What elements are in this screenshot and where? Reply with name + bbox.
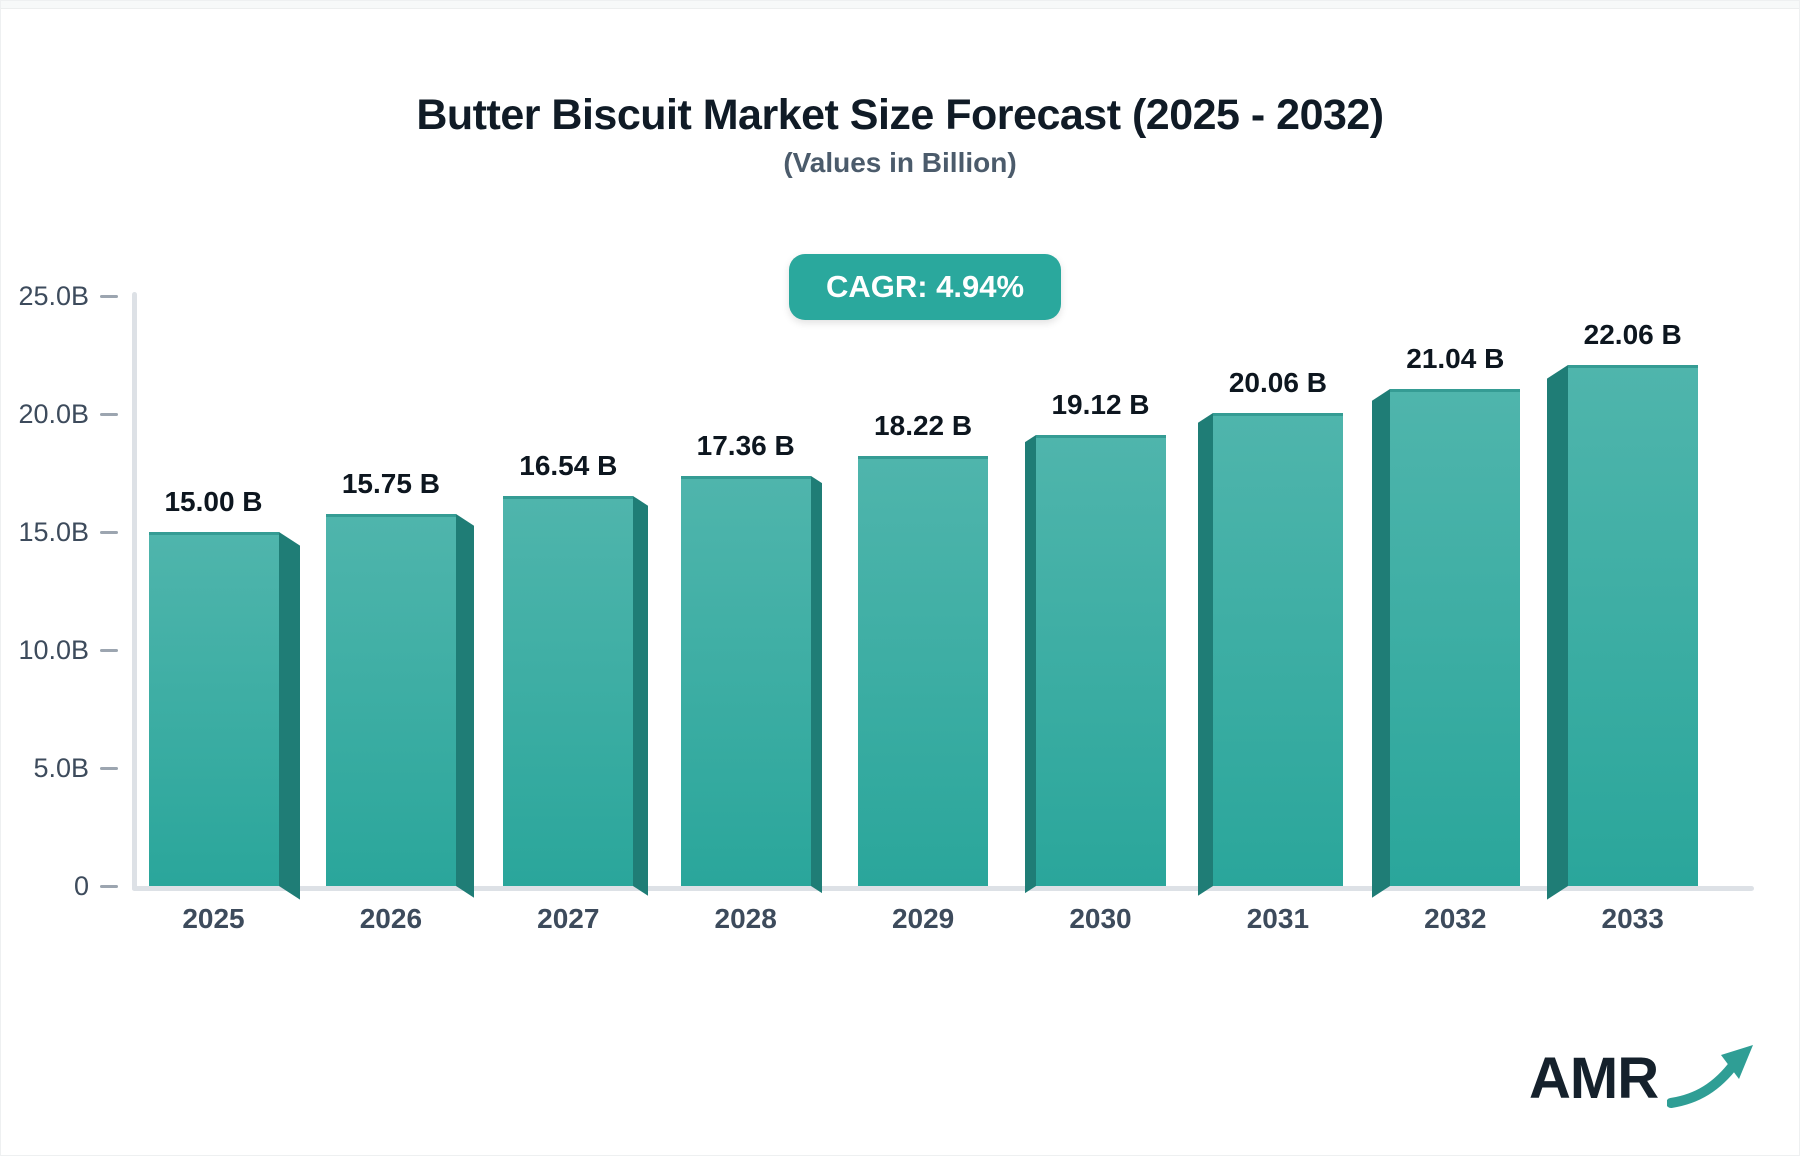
cagr-badge: CAGR: 4.94% bbox=[789, 254, 1061, 320]
growth-arrow-icon bbox=[1667, 1045, 1753, 1108]
bar-value-label: 18.22 B bbox=[874, 410, 973, 441]
x-tick-label: 2026 bbox=[359, 903, 423, 934]
bar-value-label: 19.12 B bbox=[1051, 388, 1150, 420]
bar-value-label: 20.06 B bbox=[1228, 366, 1327, 398]
amr-logo-text: AMR bbox=[1529, 1046, 1659, 1111]
bar-3d-side bbox=[1024, 434, 1036, 894]
y-tick-mark bbox=[100, 413, 118, 416]
bar-3d-side bbox=[1372, 389, 1391, 898]
bar bbox=[503, 495, 634, 886]
bar bbox=[1390, 389, 1521, 886]
x-tick-label: 2033 bbox=[1601, 903, 1664, 934]
bar bbox=[148, 532, 279, 886]
y-tick-label: 15.0B bbox=[18, 517, 89, 547]
bar-value-label: 15.75 B bbox=[341, 468, 440, 500]
y-tick-mark bbox=[100, 295, 118, 298]
bar-value-label: 16.54 B bbox=[519, 449, 618, 481]
x-tick-label: 2027 bbox=[537, 903, 600, 934]
y-tick-label: 5.0B bbox=[33, 753, 89, 783]
bar-value-label: 22.06 B bbox=[1583, 319, 1682, 351]
y-tick-label: 20.0B bbox=[18, 399, 89, 429]
y-tick-mark bbox=[100, 649, 118, 652]
bar-3d-side bbox=[1546, 365, 1568, 900]
x-tick-label: 2028 bbox=[714, 903, 777, 934]
bar-value-label: 21.04 B bbox=[1406, 343, 1505, 375]
x-axis-line bbox=[132, 886, 1754, 891]
bar-value-label: 17.36 B bbox=[696, 430, 795, 462]
amr-logo: AMR bbox=[1529, 1037, 1779, 1127]
x-tick-label: 2032 bbox=[1424, 903, 1487, 934]
x-tick-label: 2029 bbox=[891, 903, 955, 934]
x-tick-label: 2025 bbox=[182, 903, 245, 934]
bar-3d-side bbox=[1197, 412, 1213, 896]
x-tick-label: 2031 bbox=[1246, 903, 1310, 934]
arrow-swoosh bbox=[1667, 1058, 1740, 1108]
bar-3d-side bbox=[633, 495, 649, 896]
y-tick-label: 25.0B bbox=[18, 281, 89, 311]
y-tick-mark bbox=[100, 531, 118, 534]
y-tick-mark bbox=[100, 885, 118, 888]
chart-subtitle: (Values in Billion) bbox=[783, 147, 1017, 178]
bar bbox=[325, 514, 456, 886]
bar bbox=[1212, 412, 1343, 886]
bar-3d-side bbox=[455, 514, 474, 898]
bar-value-label: 15.00 B bbox=[164, 486, 263, 517]
bar bbox=[1567, 365, 1698, 886]
bar bbox=[858, 456, 989, 886]
y-tick-mark bbox=[100, 767, 118, 770]
y-axis-line bbox=[132, 292, 137, 891]
x-tick-label: 2030 bbox=[1069, 903, 1132, 934]
page-top-edge bbox=[1, 1, 1799, 9]
chart-title: Butter Biscuit Market Size Forecast (202… bbox=[416, 91, 1384, 139]
bar bbox=[1035, 434, 1166, 886]
y-tick-label: 10.0B bbox=[18, 635, 89, 665]
arrow-head bbox=[1721, 1045, 1753, 1079]
y-tick-label: 0 bbox=[73, 871, 89, 901]
bar-3d-side bbox=[278, 532, 300, 900]
bar-3d-side bbox=[810, 476, 822, 894]
bar bbox=[680, 476, 811, 886]
